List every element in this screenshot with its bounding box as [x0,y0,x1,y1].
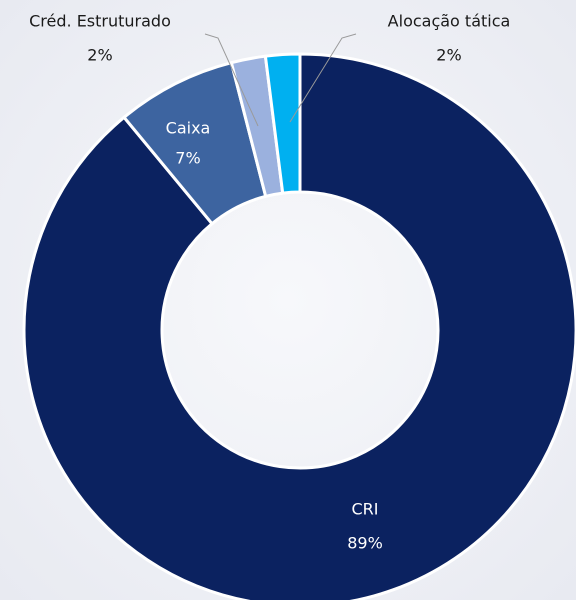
slice-label: CRI [351,500,378,519]
leader-line [289,33,357,123]
slice-value: 2% [87,46,112,65]
donut-slice [263,52,302,195]
slice-label: Créd. Estruturado [29,12,171,31]
slice-label: Alocação tática [388,12,511,31]
slice-value: 89% [347,534,383,553]
slice-value: 7% [175,149,200,168]
leader-line [204,33,259,127]
slice-label: Caixa [166,119,211,138]
slice-value: 2% [436,46,461,65]
